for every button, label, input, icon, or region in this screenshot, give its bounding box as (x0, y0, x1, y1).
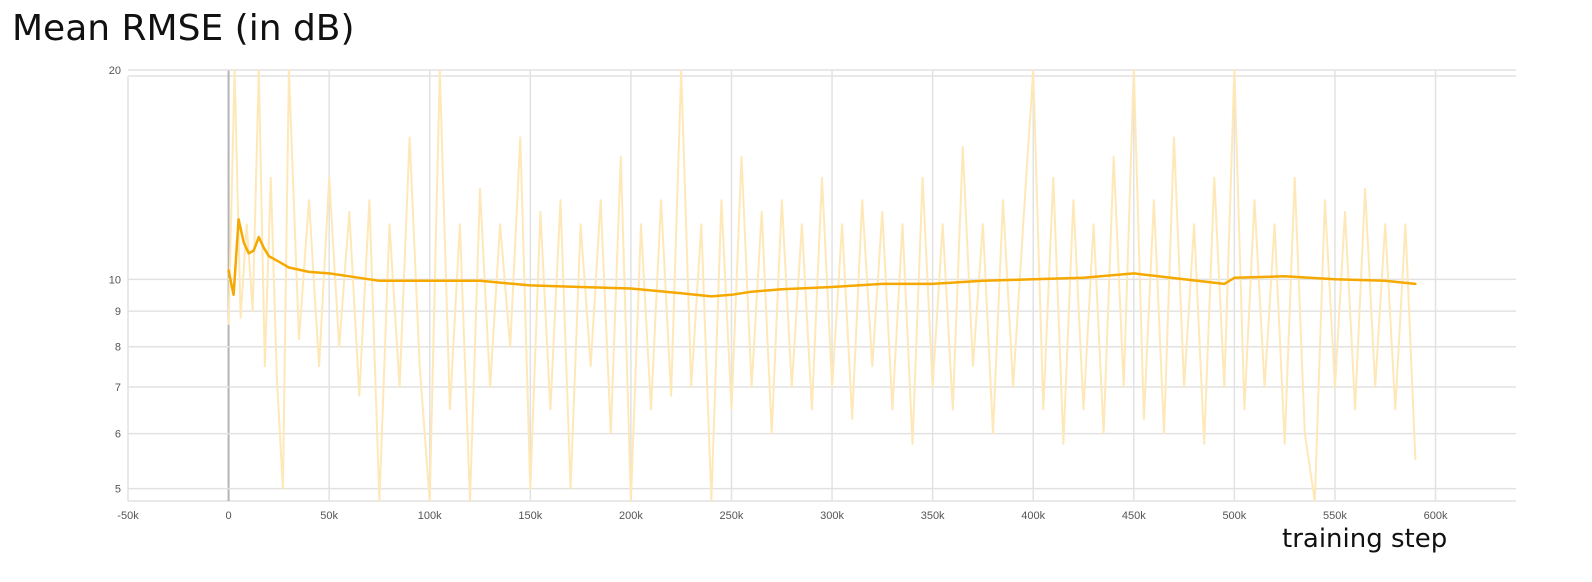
x-axis-label: training step (1282, 524, 1448, 554)
chart-title: Mean RMSE (in dB) (12, 8, 355, 49)
x-tick-label: 200k (619, 510, 643, 522)
x-tick-label: 50k (320, 510, 338, 522)
x-tick-label: -50k (117, 510, 139, 522)
x-tick-label: 550k (1323, 510, 1347, 522)
x-tick-label: 400k (1021, 510, 1045, 522)
raw-series-line (227, 69, 1417, 502)
x-tick-label: 300k (820, 510, 844, 522)
x-tick-label: 0 (226, 510, 232, 522)
x-tick-label: 600k (1424, 510, 1448, 522)
x-tick-label: 500k (1222, 510, 1246, 522)
tick-labels: -50k 0 50k 100k 150k 200k 250k 300k 350k 400k 450k… (109, 65, 1448, 522)
x-tick-label: 450k (1122, 510, 1146, 522)
grid-lines (127, 69, 1516, 502)
y-tick-label: 10 (109, 274, 121, 286)
x-tick-label: 350k (921, 510, 945, 522)
y-tick-label: 20 (109, 65, 121, 77)
y-tick-label: 9 (115, 306, 121, 318)
smoothed-series-layer (227, 218, 1417, 298)
y-tick-label: 8 (115, 342, 121, 354)
smoothed-series-line (227, 218, 1417, 298)
y-tick-label: 7 (115, 382, 121, 394)
x-tick-label: 100k (418, 510, 442, 522)
x-tick-label: 250k (720, 510, 744, 522)
y-tick-label: 6 (115, 429, 121, 441)
y-tick-label: 5 (115, 484, 121, 496)
raw-series-layer (227, 69, 1417, 502)
x-tick-label: 150k (518, 510, 542, 522)
